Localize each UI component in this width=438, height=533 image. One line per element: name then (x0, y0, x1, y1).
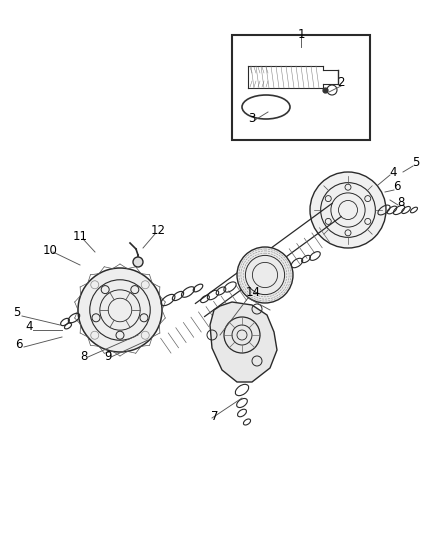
Text: 5: 5 (13, 306, 21, 319)
Text: 14: 14 (246, 287, 261, 300)
Text: 8: 8 (397, 196, 405, 208)
Circle shape (310, 172, 386, 248)
Polygon shape (210, 302, 277, 382)
Circle shape (133, 257, 143, 267)
Text: 8: 8 (80, 350, 88, 362)
Text: 3: 3 (248, 111, 256, 125)
Text: 5: 5 (412, 157, 420, 169)
Text: 6: 6 (15, 337, 23, 351)
Text: 4: 4 (389, 166, 397, 180)
Text: 12: 12 (151, 224, 166, 238)
Text: 11: 11 (73, 230, 88, 243)
Text: 1: 1 (297, 28, 305, 41)
Text: 10: 10 (42, 244, 57, 256)
Text: 6: 6 (393, 181, 401, 193)
Bar (232, 35, 370, 140)
Circle shape (78, 268, 162, 352)
Text: 7: 7 (211, 409, 219, 423)
Text: 9: 9 (104, 350, 112, 362)
Text: 2: 2 (337, 77, 345, 90)
Text: 4: 4 (25, 320, 33, 334)
Circle shape (237, 247, 293, 303)
